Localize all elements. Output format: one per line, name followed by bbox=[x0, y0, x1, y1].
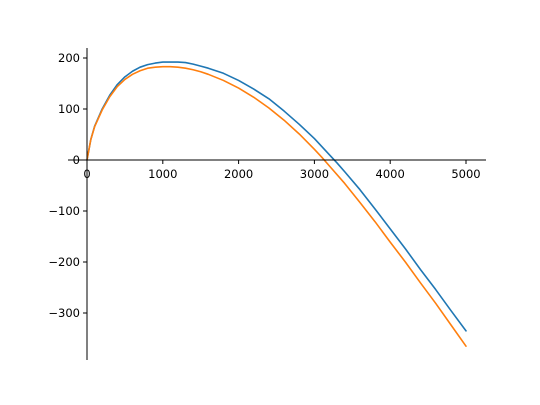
y-tick-label: −300 bbox=[48, 306, 80, 320]
axes-layer bbox=[68, 48, 486, 360]
x-tick-label: 0 bbox=[83, 167, 90, 181]
x-tick-label: 2000 bbox=[224, 167, 253, 181]
x-tick-label: 1000 bbox=[148, 167, 177, 181]
x-tick-label: 4000 bbox=[376, 167, 405, 181]
y-tick-label: 200 bbox=[58, 51, 80, 65]
y-tick-label: −200 bbox=[48, 255, 80, 269]
y-tick-label: −100 bbox=[48, 204, 80, 218]
y-tick-label: 0 bbox=[73, 153, 80, 167]
series-line-2 bbox=[86, 65, 467, 347]
x-tick-label: 3000 bbox=[300, 167, 329, 181]
y-tick-label: 100 bbox=[58, 102, 80, 116]
series-layer bbox=[86, 61, 467, 347]
x-tick-label: 5000 bbox=[451, 167, 480, 181]
series-line-1 bbox=[86, 61, 467, 332]
